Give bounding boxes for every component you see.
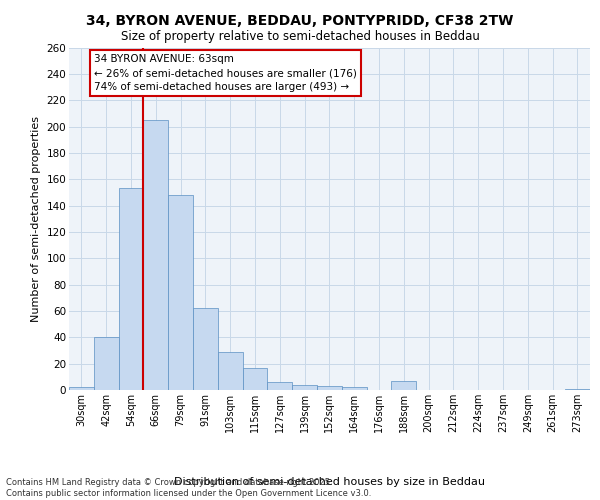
Text: 34 BYRON AVENUE: 63sqm
← 26% of semi-detached houses are smaller (176)
74% of se: 34 BYRON AVENUE: 63sqm ← 26% of semi-det… [94,54,356,92]
Bar [94,338,119,390]
Bar [342,388,367,390]
Bar [317,386,342,390]
Bar [292,384,317,390]
Bar [193,308,218,390]
X-axis label: Distribution of semi-detached houses by size in Beddau: Distribution of semi-detached houses by … [174,476,485,486]
Text: Size of property relative to semi-detached houses in Beddau: Size of property relative to semi-detach… [121,30,479,43]
Bar [268,382,292,390]
Y-axis label: Number of semi-detached properties: Number of semi-detached properties [31,116,41,322]
Text: Contains HM Land Registry data © Crown copyright and database right 2025.
Contai: Contains HM Land Registry data © Crown c… [6,478,371,498]
Text: 34, BYRON AVENUE, BEDDAU, PONTYPRIDD, CF38 2TW: 34, BYRON AVENUE, BEDDAU, PONTYPRIDD, CF… [86,14,514,28]
Bar [119,188,143,390]
Bar [143,120,168,390]
Bar [168,195,193,390]
Bar [69,388,94,390]
Bar [242,368,268,390]
Bar [391,381,416,390]
Bar [218,352,242,390]
Bar [565,388,590,390]
